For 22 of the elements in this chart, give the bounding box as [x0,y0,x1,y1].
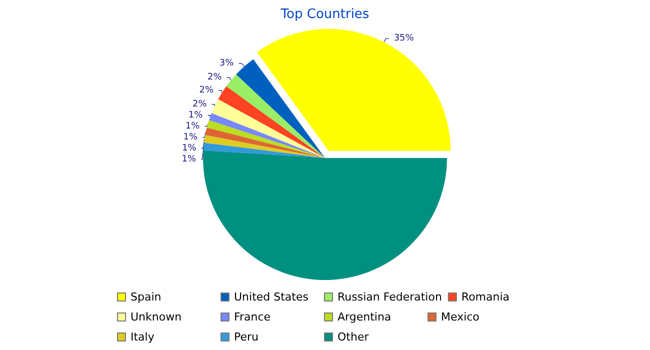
data-label: 3% [219,58,234,68]
data-label: 2% [207,72,222,83]
legend-label: France [234,310,271,324]
legend-label: Mexico [441,310,480,324]
legend-label: United States [234,290,309,304]
legend-label: Spain [130,290,162,304]
data-label: 1% [182,154,196,164]
legend-label: Unknown [130,310,182,324]
data-label: 1% [188,110,204,120]
legend-label: Argentina [338,310,392,324]
legend-label: Romania [461,290,510,304]
data-label: 35% [394,34,414,44]
legend-label: Peru [234,330,259,344]
data-label: 1% [182,143,197,154]
legend-label: Italy [130,330,155,344]
data-label: 1% [183,132,198,142]
chart-title: Top Countries [280,7,370,22]
legend-label: Russian Federation [338,290,442,304]
data-label: 2% [192,99,208,110]
legend-label: Other [338,330,370,344]
data-label: 2% [199,85,214,96]
data-label: 1% [185,121,200,132]
